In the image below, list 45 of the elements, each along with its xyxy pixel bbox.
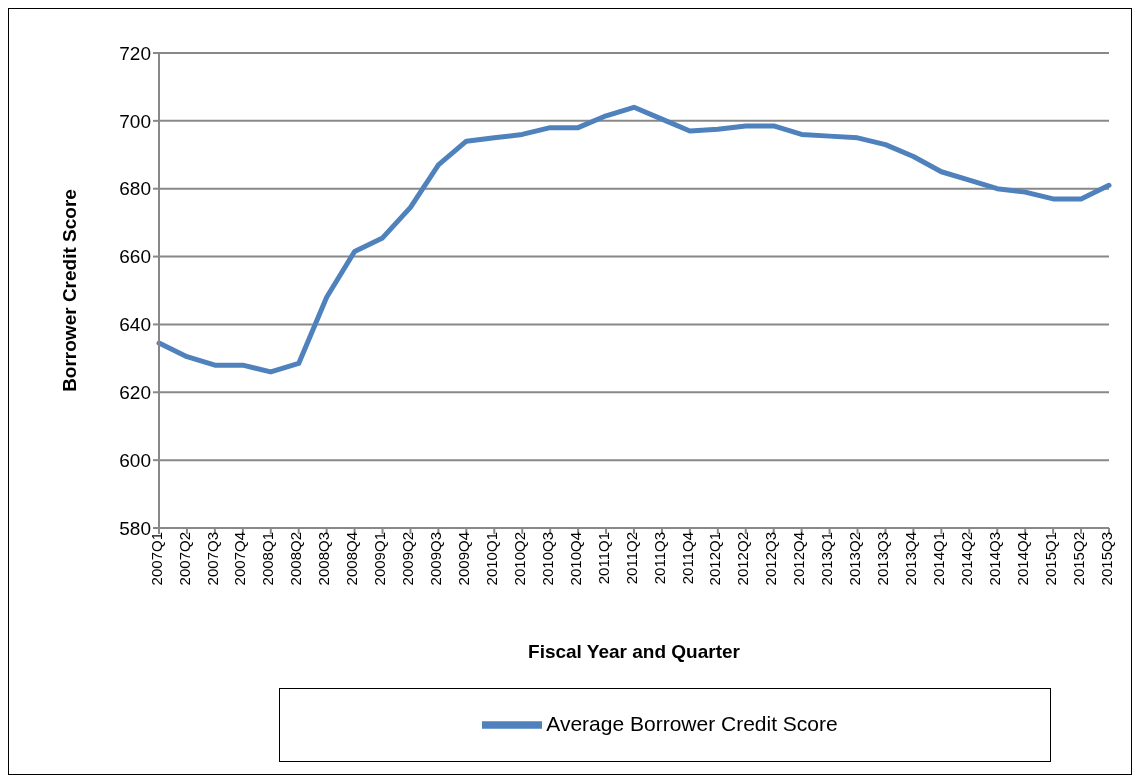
x-tick-label: 2015Q2 — [1069, 532, 1087, 586]
x-tick-label: 2012Q1 — [706, 532, 724, 586]
x-tick-label: 2013Q1 — [818, 532, 836, 586]
x-tick-label: 2010Q4 — [566, 532, 584, 586]
y-tick-label: 720 — [119, 42, 151, 64]
y-tick-label: 680 — [119, 178, 151, 200]
y-tick-label: 700 — [119, 110, 151, 132]
x-tick-label: 2012Q2 — [734, 532, 752, 586]
y-tick-label: 600 — [119, 449, 151, 471]
x-tick-label: 2008Q3 — [315, 532, 333, 586]
x-tick-label: 2014Q1 — [930, 532, 947, 586]
x-tick-label: 2013Q2 — [846, 532, 864, 586]
x-tick-label: 2007Q3 — [203, 532, 221, 586]
x-tick-label: 2014Q2 — [957, 532, 975, 586]
x-tick-label: 2013Q4 — [902, 532, 920, 586]
x-tick-label: 2012Q3 — [762, 532, 780, 586]
x-tick-label: 2011Q4 — [678, 532, 696, 585]
x-tick-label: 2009Q2 — [399, 532, 417, 586]
x-tick-label: 2011Q2 — [622, 532, 640, 585]
x-tick-label: 2008Q4 — [343, 532, 361, 586]
x-tick-label: 2007Q4 — [231, 532, 249, 586]
x-tick-label: 2010Q3 — [538, 532, 556, 586]
x-tick-label: 2011Q1 — [594, 532, 612, 585]
legend-label: Average Borrower Credit Score — [546, 711, 838, 735]
x-tick-label: 2008Q2 — [287, 532, 305, 586]
x-tick-label: 2010Q1 — [482, 532, 500, 586]
x-axis-title: Fiscal Year and Quarter — [528, 641, 741, 662]
y-tick-label: 660 — [119, 246, 151, 268]
y-tick-label: 580 — [119, 517, 151, 539]
x-tick-label: 2008Q1 — [259, 532, 277, 586]
x-tick-label: 2009Q1 — [371, 532, 389, 586]
x-tick-label: 2007Q2 — [175, 532, 193, 586]
y-tick-label: 620 — [119, 382, 151, 404]
x-tick-label: 2009Q4 — [455, 532, 472, 586]
y-axis-title: Borrower Credit Score — [58, 189, 80, 392]
x-tick-label: 2014Q3 — [985, 532, 1003, 586]
x-tick-label: 2012Q4 — [790, 532, 808, 586]
x-tick-label: 2009Q3 — [427, 532, 445, 586]
x-tick-label: 2015Q1 — [1041, 532, 1059, 586]
x-tick-label: 2014Q4 — [1013, 532, 1031, 586]
x-tick-label: 2013Q3 — [874, 532, 892, 586]
x-tick-label: 2015Q3 — [1097, 532, 1115, 586]
x-tick-label: 2010Q2 — [510, 532, 528, 586]
y-tick-label: 640 — [119, 314, 151, 336]
x-tick-label: 2011Q3 — [650, 532, 668, 585]
